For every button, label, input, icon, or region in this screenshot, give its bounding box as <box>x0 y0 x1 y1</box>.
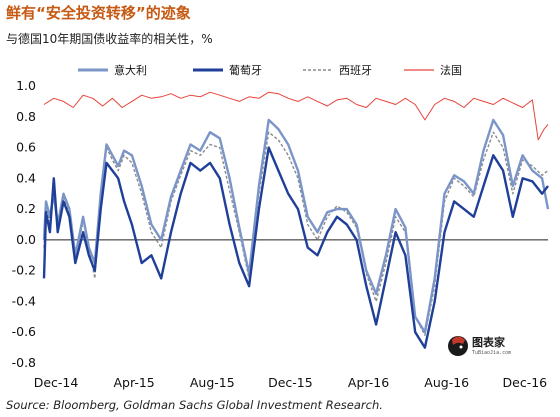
x-axis: Dec-14 Apr-15 Aug-15 Dec-15 Apr-16 Aug-16 Dec-… <box>34 375 547 390</box>
legend-label: 葡萄牙 <box>229 64 262 77</box>
x-tick-label: Dec-14 <box>34 375 79 390</box>
y-axis: 1.0 0.8 0.6 0.4 0.2 0.0 -0.2 -0.4 -0.6 -0.8 <box>12 78 36 370</box>
series-line-3 <box>43 131 549 336</box>
y-tick-label: 0.2 <box>16 201 36 216</box>
plot-area <box>42 91 550 349</box>
x-tick-label: Aug-15 <box>190 375 235 390</box>
chart-subtitle: 与德国10年期国债收益率的相关性，% <box>6 31 213 46</box>
legend-label: 西班牙 <box>339 64 372 77</box>
y-tick-label: 1.0 <box>16 78 36 93</box>
series-line-2 <box>42 146 549 349</box>
legend: 意大利 葡萄牙 西班牙 法国 <box>78 63 462 77</box>
logo-text: 图表家 <box>472 335 506 349</box>
person-head-icon <box>448 336 468 356</box>
logo-subtext: TuBiaoJia.com <box>472 350 511 356</box>
y-tick-label: 0.8 <box>16 109 36 124</box>
series-line-4 <box>43 91 549 141</box>
watermark-logo: 图表家 TuBiaoJia.com <box>448 335 511 356</box>
x-tick-label: Dec-16 <box>503 375 548 390</box>
series-line-1 <box>42 118 550 334</box>
x-tick-label: Aug-16 <box>424 375 469 390</box>
x-tick-label: Apr-16 <box>348 375 389 390</box>
legend-label: 法国 <box>440 63 462 77</box>
y-tick-label: -0.8 <box>12 355 36 370</box>
y-tick-label: -0.2 <box>12 263 36 278</box>
y-tick-label: -0.6 <box>12 324 36 339</box>
y-tick-label: 0.0 <box>16 232 36 247</box>
y-tick-label: -0.4 <box>12 293 36 308</box>
chart-title: 鲜有“安全投资转移”的迹象 <box>6 4 191 22</box>
x-tick-label: Apr-15 <box>114 375 155 390</box>
y-tick-label: 0.6 <box>16 140 36 155</box>
source-note: Source: Bloomberg, Goldman Sachs Global … <box>6 398 383 412</box>
y-tick-label: 0.4 <box>16 170 36 185</box>
x-tick-label: Dec-15 <box>268 375 313 390</box>
legend-label: 意大利 <box>114 63 147 77</box>
